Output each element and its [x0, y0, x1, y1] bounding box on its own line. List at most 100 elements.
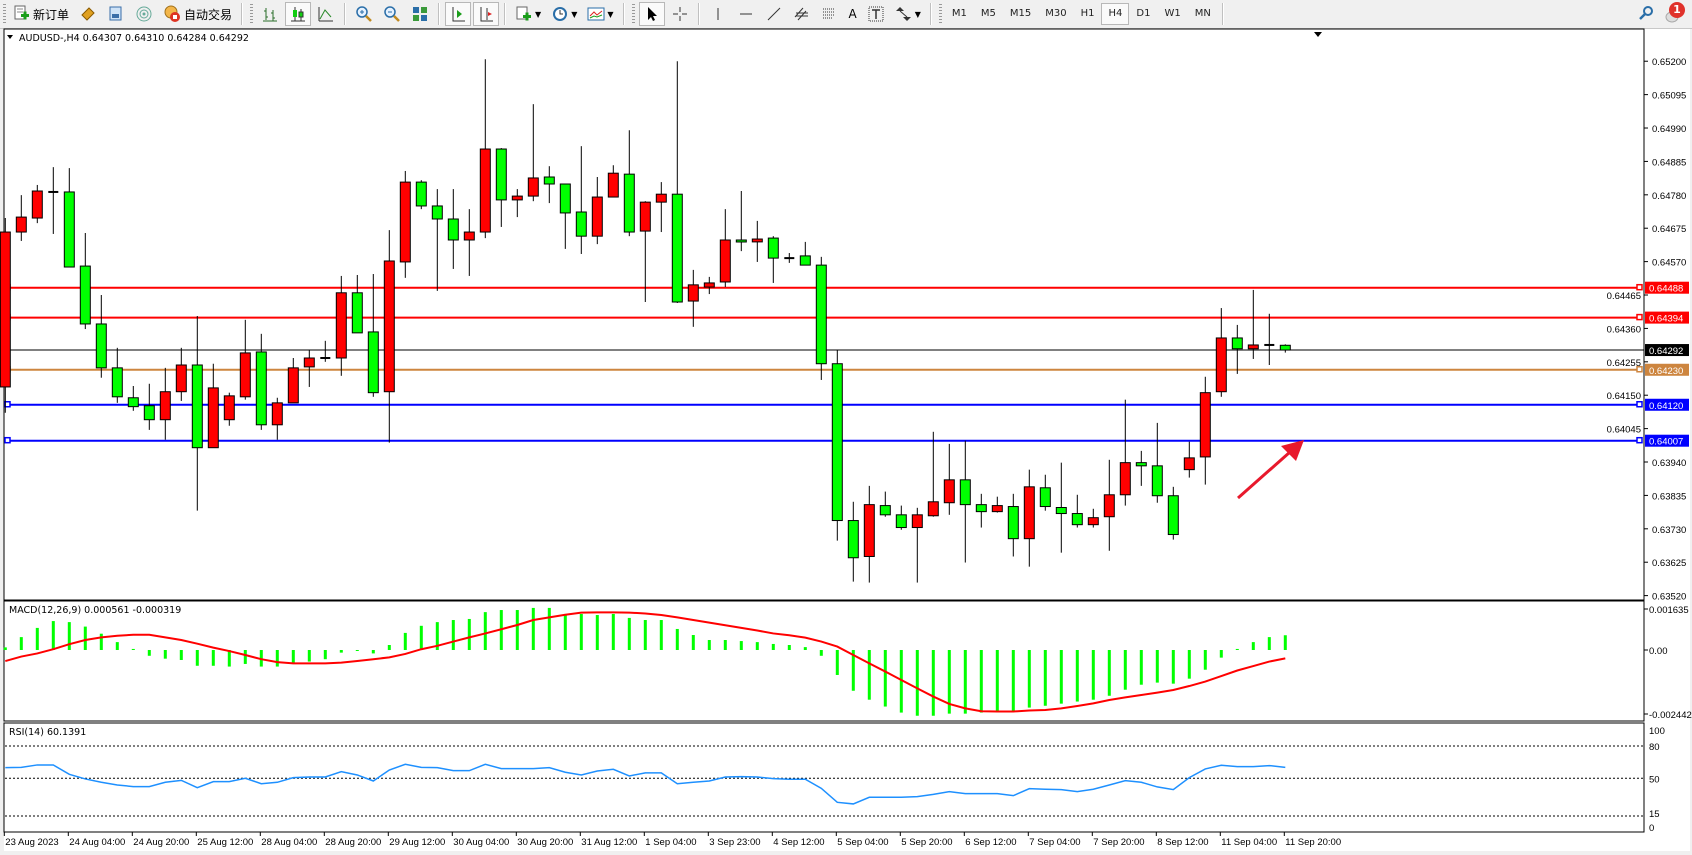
tile-windows-button[interactable]: [407, 2, 433, 26]
level-handle-right[interactable]: [1636, 313, 1643, 321]
macd-histogram-bar: [179, 650, 183, 660]
equidistant-channel-tool-button[interactable]: [789, 2, 815, 26]
candle: [703, 276, 715, 295]
search-icon[interactable]: [1638, 5, 1654, 21]
crosshair-tool-button[interactable]: [667, 2, 693, 26]
candle: [127, 385, 139, 411]
arrows-dropdown[interactable]: ▼: [891, 2, 925, 26]
timeframe-m15[interactable]: M15: [1009, 8, 1032, 19]
candles: [0, 59, 1291, 583]
timeframe-h1[interactable]: H1: [1080, 8, 1095, 19]
text-label-tool-button[interactable]: [863, 2, 889, 26]
text-tool-button[interactable]: A: [845, 2, 861, 26]
level-handle-right[interactable]: [1636, 401, 1643, 408]
bar-chart-button[interactable]: [257, 2, 283, 26]
chart-shift-button[interactable]: [473, 2, 500, 26]
level-handle-left[interactable]: [4, 436, 11, 444]
candle-body: [1039, 487, 1051, 508]
candle: [1135, 450, 1147, 486]
macd-histogram-bar: [611, 613, 615, 650]
market-watch-button[interactable]: [75, 2, 101, 26]
candle: [687, 269, 699, 327]
candle-body: [31, 190, 43, 219]
time-tick-label: 25 Aug 12:00: [197, 837, 253, 848]
timeframe-m30[interactable]: M30: [1045, 8, 1067, 19]
candlestick-chart-button[interactable]: [285, 2, 312, 26]
timeframe-w1[interactable]: W1: [1164, 8, 1181, 19]
candle-body: [159, 391, 171, 421]
candle-body: [703, 282, 715, 288]
line-chart-button[interactable]: [313, 2, 339, 26]
price-tick-label: 0.64150: [1607, 391, 1641, 402]
auto-scroll-button[interactable]: [445, 2, 472, 26]
zoom-out-button[interactable]: [379, 2, 405, 26]
arrows-icon: [895, 7, 911, 21]
notifications-button[interactable]: 1: [1664, 2, 1685, 24]
level-handle-right[interactable]: [1636, 436, 1643, 444]
new-order-button[interactable]: 新订单: [10, 2, 73, 26]
candle-body: [479, 148, 491, 233]
macd-histogram-bar: [163, 650, 167, 659]
vertical-line-tool-button[interactable]: [705, 2, 731, 26]
cursor-icon: [647, 7, 657, 21]
candle-body: [0, 231, 11, 388]
price-tick-label: 0.64675: [1652, 224, 1686, 235]
shift-marker-icon[interactable]: [1314, 32, 1322, 37]
macd-histogram-bar: [435, 622, 439, 650]
fibonacci-icon: [822, 8, 835, 19]
zoom-in-button[interactable]: [351, 2, 377, 26]
time-tick-label: 5 Sep 20:00: [901, 837, 952, 848]
candle-body: [815, 264, 827, 365]
rsi-pane-frame: [3, 722, 1645, 833]
auto-trading-button[interactable]: 自动交易: [159, 2, 236, 26]
macd-signal-line: [5, 611, 1286, 713]
toolbar-grip[interactable]: [938, 4, 942, 24]
horizontal-line-tool-button[interactable]: [733, 2, 759, 26]
candle: [575, 146, 587, 254]
price-tag: [1645, 344, 1689, 357]
indicators-dropdown[interactable]: ▼: [511, 2, 545, 26]
navigator-button[interactable]: [131, 2, 157, 26]
rsi-pane: [5, 745, 1644, 817]
macd-histogram-bar: [787, 645, 791, 650]
level-handle-right[interactable]: [1636, 283, 1643, 291]
macd-histogram-bar: [67, 622, 71, 650]
candle: [1199, 376, 1211, 485]
candle: [943, 443, 955, 515]
red-arrow-annotation[interactable]: [1237, 440, 1304, 500]
periods-dropdown[interactable]: ▼: [547, 2, 581, 26]
timeframe-m1[interactable]: M1: [951, 8, 967, 19]
timeframe-m5[interactable]: M5: [980, 8, 996, 19]
trendline-tool-button[interactable]: [761, 2, 787, 26]
candle-body: [127, 397, 139, 408]
cursor-tool-button[interactable]: [638, 2, 665, 26]
rsi-label: RSI(14) 60.1391: [9, 727, 86, 738]
candle: [143, 383, 155, 430]
timeframe-h4[interactable]: H4: [1101, 3, 1130, 25]
level-handle-right[interactable]: [1636, 366, 1643, 373]
timeframe-d1[interactable]: D1: [1136, 8, 1151, 19]
candle-body: [943, 479, 955, 504]
templates-dropdown[interactable]: ▼: [583, 2, 617, 26]
candle: [655, 182, 667, 233]
toolbar-grip[interactable]: [3, 4, 6, 24]
toolbar-grip[interactable]: [631, 4, 635, 24]
chart-header: AUDUSD-,H4 0.64307 0.64310 0.64284 0.642…: [19, 33, 249, 44]
time-tick-label: 7 Sep 20:00: [1093, 837, 1144, 848]
macd-histogram-bar: [339, 650, 343, 653]
toolbar-grip[interactable]: [250, 4, 254, 24]
macd-histogram-bar: [515, 610, 519, 650]
candle-body: [207, 387, 219, 449]
data-window-button[interactable]: [103, 2, 129, 26]
candle-body: [1023, 486, 1035, 540]
candle-body: [175, 364, 187, 393]
candle-body: [223, 395, 235, 421]
header-triangle-icon[interactable]: [7, 35, 13, 39]
fibonacci-tool-button[interactable]: [817, 2, 843, 26]
timeframe-mn[interactable]: MN: [1194, 8, 1211, 19]
macd-histogram-bar: [563, 613, 567, 650]
macd-histogram-bar: [19, 637, 23, 650]
macd-histogram-bar: [547, 607, 551, 650]
macd-histogram-bar: [675, 628, 679, 650]
